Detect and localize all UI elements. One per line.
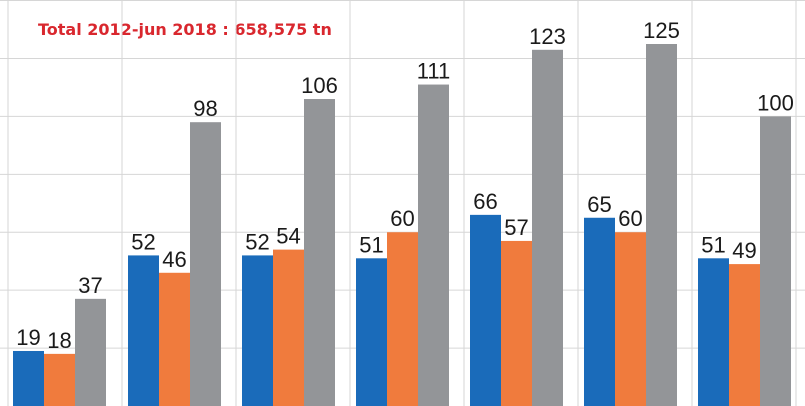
data-label: 37 (78, 273, 102, 298)
bar (387, 232, 418, 406)
data-label: 57 (504, 215, 528, 240)
data-label: 18 (47, 328, 71, 353)
bar (304, 99, 335, 406)
bar (646, 44, 677, 406)
data-label: 49 (732, 238, 756, 263)
data-label: 125 (643, 18, 680, 43)
data-label: 52 (245, 229, 269, 254)
bar (159, 272, 190, 406)
data-label: 65 (587, 192, 611, 217)
bar (273, 249, 304, 406)
bar (242, 255, 273, 406)
bar (13, 350, 44, 406)
data-label: 98 (193, 96, 217, 121)
bar (532, 49, 563, 406)
data-label: 19 (16, 325, 40, 350)
bar (418, 84, 449, 406)
data-label: 52 (131, 229, 155, 254)
data-label: 51 (701, 232, 725, 257)
data-label: 60 (618, 206, 642, 231)
chart-title: Total 2012-jun 2018 : 658,575 tn (38, 20, 332, 39)
bar (501, 240, 532, 406)
bar (729, 264, 760, 406)
bar (615, 232, 646, 406)
bar (128, 255, 159, 406)
data-label: 51 (359, 232, 383, 257)
data-label: 46 (162, 247, 186, 272)
bar (470, 214, 501, 406)
bars (13, 44, 791, 406)
data-label: 123 (529, 24, 566, 49)
data-label: 106 (301, 73, 338, 98)
bar (190, 122, 221, 406)
data-label: 100 (757, 90, 794, 115)
value-labels: 19 52 52 51 66 65 51 18 46 54 60 57 60 49 37 98 106 111 12… (16, 18, 794, 353)
bar (75, 298, 106, 406)
bar (44, 353, 75, 406)
bar (760, 116, 791, 406)
bar (356, 258, 387, 406)
data-label: 54 (276, 224, 300, 249)
bar (698, 258, 729, 406)
data-label: 66 (473, 189, 497, 214)
bar (584, 217, 615, 406)
data-label: 111 (417, 59, 450, 84)
data-label: 60 (390, 206, 414, 231)
